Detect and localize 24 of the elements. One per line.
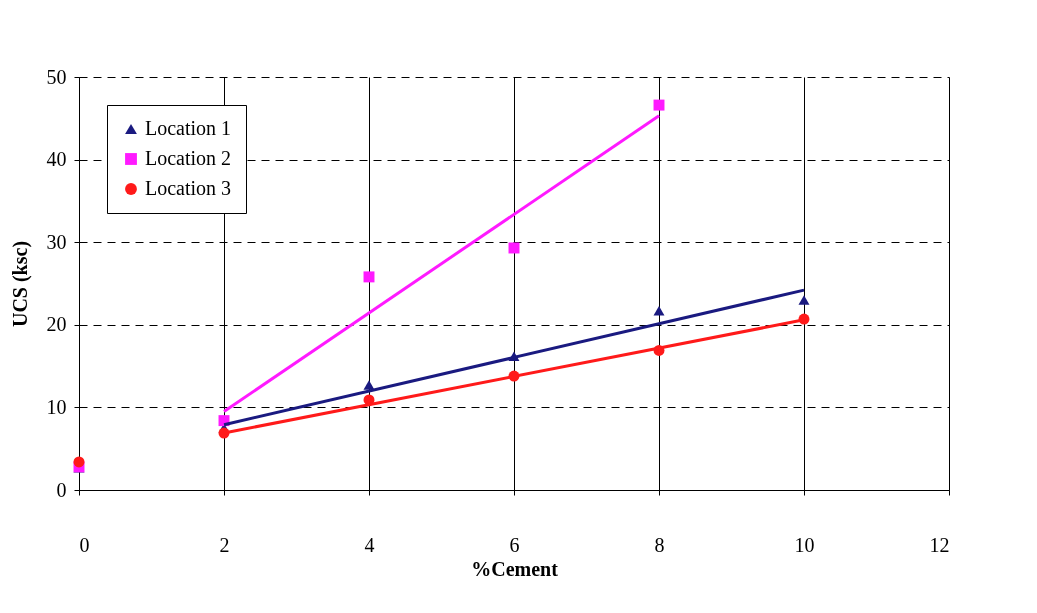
point (653, 306, 665, 316)
legend-label: Location 1 (145, 117, 232, 139)
x-tick-label: 6 (509, 533, 520, 556)
x-axis-title: %Cement (471, 557, 559, 580)
x-tick-label: 12 (929, 533, 950, 556)
point (363, 271, 375, 283)
x-tick-label: 0 (79, 533, 90, 556)
y-tick-label: 40 (46, 148, 67, 171)
y-axis-title: UCS (ksc) (8, 240, 32, 328)
y-tick-label: 30 (46, 230, 67, 253)
y-tick-label: 0 (56, 478, 67, 501)
y-tick-label: 20 (46, 313, 67, 336)
x-tick-label: 8 (654, 533, 665, 556)
x-tick-label: 2 (219, 533, 230, 556)
point (363, 380, 375, 390)
legend-label: Location 2 (145, 147, 232, 169)
legend-label: Location 3 (145, 177, 232, 199)
point (798, 295, 810, 305)
x-tick-label: 4 (364, 533, 375, 556)
point (653, 99, 665, 111)
y-tick-label: 10 (46, 395, 67, 418)
y-tick-label: 50 (46, 65, 67, 88)
point (73, 456, 85, 468)
x-tick-label: 10 (794, 533, 815, 556)
